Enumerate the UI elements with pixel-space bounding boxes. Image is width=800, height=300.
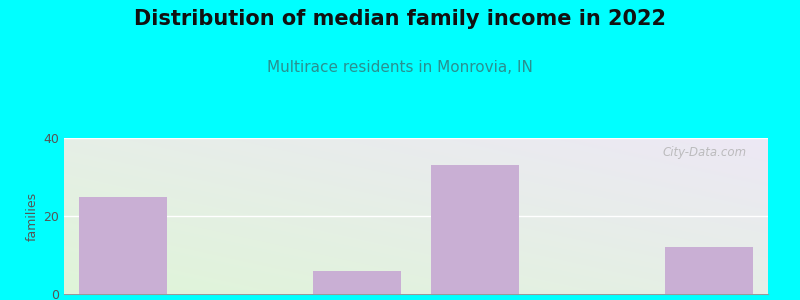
Bar [78,196,166,294]
Bar [314,271,402,294]
Bar [666,247,754,294]
Bar [430,165,518,294]
Text: City-Data.com: City-Data.com [662,146,747,159]
Y-axis label: families: families [26,191,39,241]
Text: Distribution of median family income in 2022: Distribution of median family income in … [134,9,666,29]
Text: Multirace residents in Monrovia, IN: Multirace residents in Monrovia, IN [267,60,533,75]
